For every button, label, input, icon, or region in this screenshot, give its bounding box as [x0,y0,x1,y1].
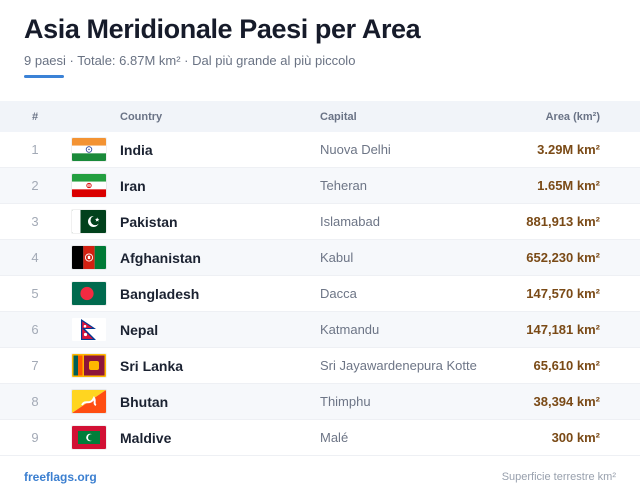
row-area: 65,610 km² [533,358,601,373]
row-area: 881,913 km² [526,214,600,229]
row-country: Bangladesh [120,285,200,302]
row-area: 300 km² [551,430,600,445]
column-header-rank[interactable]: # [32,110,39,123]
row-rank: 1 [31,142,39,157]
table-row[interactable]: 5 Bangladesh Dacca 147,570 km² [0,276,640,312]
pakistan-flag-icon [72,210,106,233]
footer-note: Superficie terrestre km² [501,471,616,483]
nepal-flag-icon [72,318,106,341]
india-flag-icon [72,138,106,161]
bangladesh-flag-icon [72,282,106,305]
page-footer: freeflags.org Superficie terrestre km² [24,470,616,484]
row-rank: 2 [31,178,39,193]
row-area: 147,570 km² [526,286,600,301]
table-row[interactable]: 4 Afghanistan Kabul 652,230 km² [0,240,640,276]
countries-table: # Country Capital Area (km²) 1 India Nuo… [0,101,640,456]
row-capital: Malé [320,430,349,445]
row-rank: 7 [31,358,39,373]
row-rank: 5 [31,286,39,301]
row-capital: Sri Jayawardenepura Kotte [320,358,477,373]
column-header-country[interactable]: Country [120,110,163,123]
table-row[interactable]: 3 Pakistan Islamabad 881,913 km² [0,204,640,240]
row-rank: 8 [31,394,39,409]
row-area: 38,394 km² [533,394,601,409]
table-row[interactable]: 9 Maldive Malé 300 km² [0,420,640,456]
column-header-capital[interactable]: Capital [320,110,357,123]
row-capital: Katmandu [320,322,380,337]
page-subtitle: 9 paesi · Totale: 6.87M km² · Dal più gr… [24,53,356,68]
table-row[interactable]: 2 Iran Teheran 1.65M km² [0,168,640,204]
accent-underline [24,75,64,78]
table-row[interactable]: 8 Bhutan Thimphu 38,394 km² [0,384,640,420]
column-header-area[interactable]: Area (km²) [545,110,600,123]
row-country: Bhutan [120,393,169,410]
iran-flag-icon [72,174,106,197]
table-row[interactable]: 7 Sri Lanka Sri Jayawardenepura Kotte 65… [0,348,640,384]
page-header: Asia Meridionale Paesi per Area 9 paesi … [24,12,616,78]
row-rank: 3 [31,214,39,229]
page-title: Asia Meridionale Paesi per Area [24,14,421,44]
row-country: Iran [120,177,146,194]
row-capital: Islamabad [320,214,380,229]
row-rank: 9 [31,430,39,445]
table-row[interactable]: 6 Nepal Katmandu 147,181 km² [0,312,640,348]
row-area: 3.29M km² [537,142,600,157]
row-capital: Teheran [320,178,367,193]
row-area: 147,181 km² [526,322,600,337]
row-area: 1.65M km² [537,178,600,193]
row-area: 652,230 km² [526,250,600,265]
row-country: Pakistan [120,213,178,230]
row-rank: 4 [31,250,39,265]
sri-lanka-flag-icon [72,354,106,377]
table-header: # Country Capital Area (km²) [0,101,640,132]
row-capital: Nuova Delhi [320,142,391,157]
source-link[interactable]: freeflags.org [24,470,97,484]
bhutan-flag-icon [72,390,106,413]
table-row[interactable]: 1 India Nuova Delhi 3.29M km² [0,132,640,168]
afghanistan-flag-icon [72,246,106,269]
row-country: Maldive [120,429,172,446]
row-capital: Kabul [320,250,354,265]
row-country: Afghanistan [120,249,201,266]
row-rank: 6 [31,322,39,337]
row-capital: Dacca [320,286,357,301]
row-country: Nepal [120,321,159,338]
maldives-flag-icon [72,426,106,449]
row-country: Sri Lanka [120,357,184,374]
row-country: India [120,141,153,158]
row-capital: Thimphu [320,394,371,409]
